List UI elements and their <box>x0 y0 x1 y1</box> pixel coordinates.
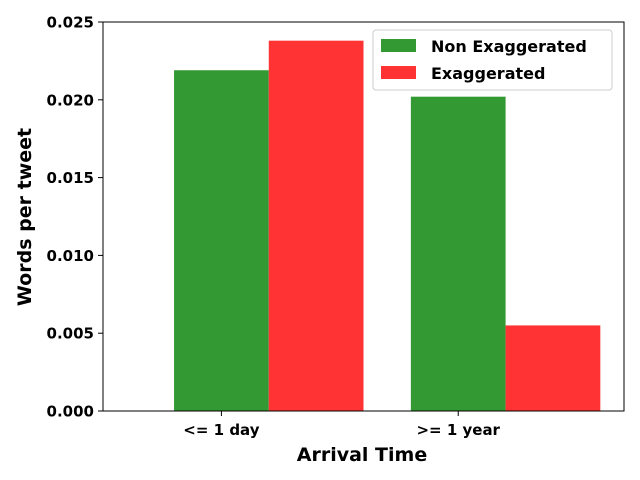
x-tick-label: <= 1 day <box>183 421 259 439</box>
y-tick-label: 0.005 <box>47 325 94 343</box>
legend-label-exaggerated: Exaggerated <box>431 64 545 83</box>
x-tick-label: >= 1 year <box>416 421 500 439</box>
bar-non-exaggerated-1 <box>410 96 506 412</box>
x-axis-label: Arrival Time <box>297 444 427 466</box>
bar-exaggerated-0 <box>268 40 364 412</box>
legend-label-non-exaggerated: Non Exaggerated <box>431 37 587 56</box>
y-tick-label: 0.020 <box>47 91 94 109</box>
legend-swatch-exaggerated <box>381 66 416 79</box>
plot-frame <box>102 21 625 412</box>
bar-exaggerated-1 <box>505 325 601 411</box>
legend-swatch-non-exaggerated <box>381 39 416 52</box>
bar-non-exaggerated-0 <box>174 70 269 412</box>
x-axis: <= 1 day >= 1 year <box>183 411 501 439</box>
y-tick-label: 0.010 <box>47 247 94 265</box>
y-axis-label: Words per tweet <box>14 128 36 306</box>
legend: Non Exaggerated Exaggerated <box>372 29 613 91</box>
y-tick-label: 0.025 <box>47 14 94 32</box>
y-tick-label: 0.015 <box>47 169 94 187</box>
legend-box <box>372 29 613 91</box>
y-tick-label: 0.000 <box>47 403 94 421</box>
y-axis: 0.000 0.005 0.010 0.015 0.020 0.025 <box>47 14 103 421</box>
bars-group <box>174 40 601 412</box>
